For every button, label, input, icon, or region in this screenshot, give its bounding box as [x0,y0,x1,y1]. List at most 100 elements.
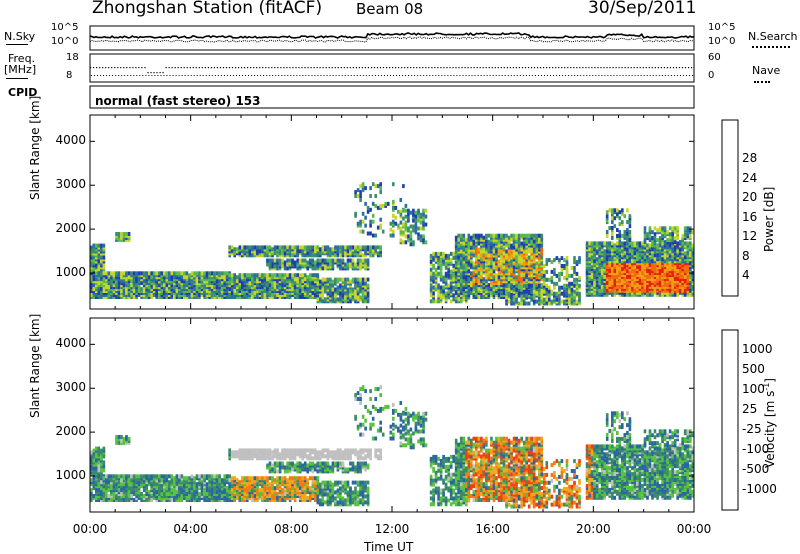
power-cell [512,269,516,274]
power-cell [422,208,425,213]
power-cell [598,241,601,246]
power-cell [319,293,322,298]
power-cell [545,297,549,302]
power-cell [238,273,242,278]
nave-point [649,75,651,76]
power-cell [165,271,169,276]
freq-point [558,67,560,69]
power-cell [661,267,664,272]
power-cell [281,277,284,282]
power-cell [560,264,564,268]
freq-point [688,67,690,69]
power-cell [691,284,695,289]
power-cell [339,283,342,288]
power-cell [532,253,536,258]
power-cell [633,241,637,246]
power-cell [152,271,156,276]
power-cell [454,283,458,288]
power-cell [444,253,448,258]
nave-point [314,75,316,76]
power-cell [671,278,674,283]
power-cell [374,203,377,208]
power-cell [319,258,322,263]
nave-point [187,75,189,76]
power-cell [409,210,413,215]
power-cell [449,299,453,304]
power-cell [553,291,556,296]
power-cell [417,214,420,219]
power-cell [490,291,493,295]
nave-point [308,75,310,76]
nave-point [278,75,280,76]
power-cell [558,297,561,302]
power-cell [628,282,632,287]
power-cell [568,299,571,304]
power-cell [130,283,133,288]
power-cell [392,229,395,234]
power-cell [633,280,637,285]
power-cell [364,277,367,282]
power-cell [341,289,345,294]
power-cell [314,260,317,265]
power-cell [530,233,533,238]
power-cell [525,273,528,278]
power-cell [316,287,320,292]
power-cell [366,245,370,250]
freq-point [494,67,496,69]
power-cell [470,291,473,295]
power-cell [100,243,103,248]
power-cell [575,271,579,276]
power-cell [472,239,476,244]
power-cell [334,293,337,298]
nave-point [559,75,561,76]
power-cell [603,275,606,279]
power-cell [344,245,347,250]
power-cell [638,241,642,246]
nave-point [565,75,567,76]
power-cell [485,239,488,244]
power-cell [598,280,601,285]
power-cell [532,257,536,262]
power-cell [475,247,478,252]
power-cell [291,245,294,250]
power-cell [293,260,297,265]
power-cell [437,283,440,288]
power-cell [301,258,304,263]
power-cell [399,220,403,225]
power-cell [487,245,491,250]
power-cell [510,269,513,274]
power-cell [336,297,340,302]
power-cell [545,269,549,274]
nave-point [420,75,422,76]
power-cell [477,233,481,238]
nave-point [625,75,627,76]
power-cell [532,233,536,238]
power-cell [558,271,561,276]
power-cell [611,232,614,236]
power-cell [394,205,398,210]
freq-tick-bottom: 8 [66,70,73,81]
power-cell [497,293,501,297]
power-cell [500,269,503,274]
freq-point [283,67,285,69]
power-cell [266,258,269,263]
power-cell [278,273,282,278]
power-cell [364,215,367,220]
power-cell [407,238,410,243]
power-cell [95,277,98,282]
power-cell [656,243,659,248]
power-cell [356,297,360,302]
power-cell [150,271,153,276]
freq-point [325,67,327,69]
nave-point [453,75,455,76]
power-cell [381,229,385,234]
power-cell [515,287,518,292]
power-cell [517,301,521,306]
power-cell [467,277,471,282]
freq-point [691,67,693,69]
power-cell [414,210,418,215]
power-cell [326,258,330,263]
nave-point [353,75,355,76]
power-cell [500,261,503,266]
power-cell [663,280,667,285]
